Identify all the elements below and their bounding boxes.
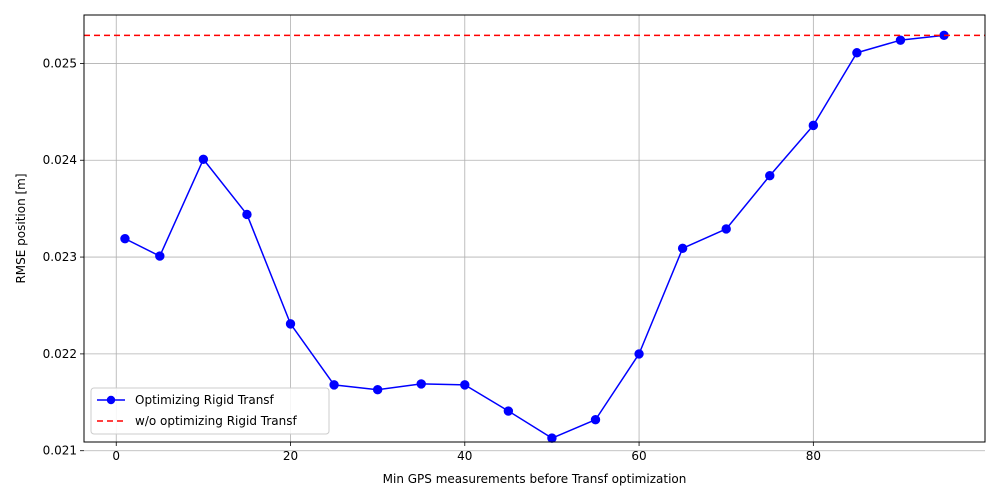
series-layer <box>84 30 985 443</box>
data-point <box>242 209 252 220</box>
data-point <box>677 243 688 254</box>
data-point <box>808 120 819 131</box>
data-point <box>155 251 165 261</box>
data-point <box>416 379 426 389</box>
data-point <box>634 349 644 359</box>
x-axis-label: Min GPS measurements before Transf optim… <box>383 472 687 486</box>
data-point <box>590 415 601 425</box>
x-tick-label: 80 <box>806 449 821 463</box>
x-tick-label: 60 <box>631 449 646 463</box>
y-tick-label: 0.024 <box>43 153 77 167</box>
data-point <box>460 380 470 390</box>
x-tick-label: 40 <box>457 449 472 463</box>
data-point <box>852 48 862 58</box>
legend-marker-optimizing <box>106 395 116 405</box>
data-point <box>721 224 731 234</box>
x-tick-label: 20 <box>283 449 298 463</box>
y-tick-label: 0.022 <box>43 347 77 361</box>
data-point <box>198 154 209 164</box>
y-tick-label: 0.025 <box>43 56 77 70</box>
legend-label-baseline: w/o optimizing Rigid Transf <box>135 414 297 428</box>
ticks: 0 20 40 60 80 0.021 0.022 0.023 0.024 0.025 <box>43 56 821 463</box>
data-point <box>329 380 339 390</box>
y-tick-label: 0.021 <box>43 444 77 458</box>
legend: Optimizing Rigid Transf w/o optimizing R… <box>90 387 330 435</box>
data-point <box>503 406 514 416</box>
series-line-optimizing <box>124 34 945 439</box>
data-point <box>547 433 557 443</box>
y-axis-label: RMSE position [m] <box>14 173 28 283</box>
plot-frame <box>83 14 986 443</box>
data-point <box>120 233 130 244</box>
data-point <box>765 171 775 181</box>
legend-label-optimizing: Optimizing Rigid Transf <box>135 393 275 407</box>
data-point <box>372 385 383 395</box>
data-point <box>285 319 296 329</box>
y-tick-label: 0.023 <box>43 250 77 264</box>
data-point <box>895 35 906 45</box>
x-tick-label: 0 <box>112 449 120 463</box>
legend-box <box>90 387 330 435</box>
grid <box>84 15 985 452</box>
